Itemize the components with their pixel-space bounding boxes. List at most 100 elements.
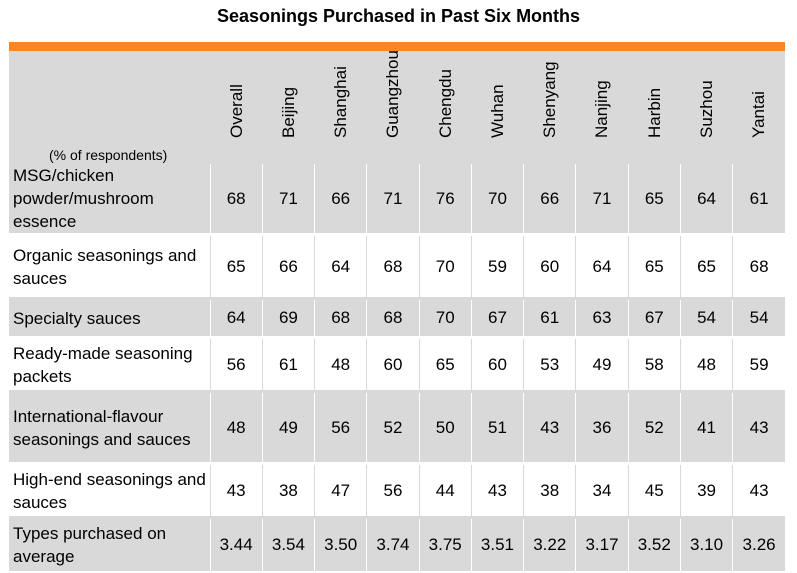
table-cell: 60 (366, 337, 420, 393)
column-header: Suzhou (680, 51, 733, 164)
table-cell: 71 (575, 164, 629, 236)
table-cell: 3.51 (470, 517, 524, 571)
table-cell: 36 (575, 391, 629, 465)
table-cell: 59 (732, 337, 785, 393)
column-header: Wuhan (471, 51, 524, 164)
table-cell: 41 (679, 391, 733, 465)
table-cell: 38 (523, 463, 576, 519)
table-cell: 65 (418, 337, 472, 393)
table-row: Specialty sauces 64 69 68 68 70 67 61 63 67 54 54 (9, 298, 785, 339)
table-cell: 39 (679, 463, 733, 519)
table-cell: 68 (209, 164, 263, 236)
table-cell: 43 (209, 463, 263, 519)
table-cell: 34 (575, 463, 629, 519)
table-cell: 60 (523, 234, 576, 300)
table-cell: 56 (209, 337, 263, 393)
table-cell: 49 (261, 391, 315, 465)
column-header-label: Nanjing (592, 80, 612, 138)
table-cell: 54 (732, 298, 785, 339)
table-cell: 68 (314, 298, 367, 339)
table-row: Organic seasonings and sauces 65 66 64 68 70 5… (9, 234, 785, 300)
row-label: Organic seasonings and sauces (9, 234, 211, 300)
table-cell: 66 (261, 234, 315, 300)
column-header-label: Shenyang (540, 61, 560, 138)
table-cell: 47 (314, 463, 367, 519)
table-row: Ready-made seasoning packets 56 61 48 60 65 60… (9, 337, 785, 393)
table-cell: 66 (314, 164, 367, 236)
column-header-label: Wuhan (487, 84, 507, 138)
row-label: International-flavour seasonings and sau… (9, 391, 211, 465)
table-cell: 69 (261, 298, 315, 339)
table-cell: 43 (732, 391, 785, 465)
table-cell: 3.10 (679, 517, 733, 571)
table-cell: 59 (470, 234, 524, 300)
column-header-label: Harbin (644, 87, 664, 138)
row-label: Types purchased on average (9, 517, 211, 571)
table-cell: 56 (366, 463, 420, 519)
table-cell: 64 (679, 164, 733, 236)
table-cell: 76 (418, 164, 472, 236)
table-cell: 64 (575, 234, 629, 300)
table-cell: 60 (470, 337, 524, 393)
table-cell: 44 (418, 463, 472, 519)
table-cell: 61 (261, 337, 315, 393)
table-cell: 3.22 (523, 517, 576, 571)
table-cell: 48 (209, 391, 263, 465)
table-cell: 65 (627, 164, 681, 236)
table-cell: 70 (418, 298, 472, 339)
table-cell: 43 (470, 463, 524, 519)
table-cell: 56 (314, 391, 367, 465)
table-cell: 3.44 (209, 517, 263, 571)
table-cell: 52 (366, 391, 420, 465)
table-row: Types purchased on average 3.44 3.54 3.50 3.… (9, 517, 785, 571)
table-cell: 71 (261, 164, 315, 236)
table-cell: 71 (366, 164, 420, 236)
table-cell: 67 (627, 298, 681, 339)
row-label: MSG/chicken powder/mushroom essence (9, 164, 211, 236)
chart-title: Seasonings Purchased in Past Six Months (216, 6, 581, 26)
table-cell: 43 (523, 391, 576, 465)
column-header-label: Overall (226, 84, 246, 138)
table-cell: 68 (366, 298, 420, 339)
table-cell: 50 (418, 391, 472, 465)
table-row: MSG/chicken powder/mushroom essence 68 71 6… (9, 164, 785, 236)
table-cell: 48 (679, 337, 733, 393)
table-cell: 3.54 (261, 517, 315, 571)
column-header: Nanjing (576, 51, 629, 164)
table-cell: 3.74 (366, 517, 420, 571)
row-label: Ready-made seasoning packets (9, 337, 211, 393)
table-cell: 65 (627, 234, 681, 300)
table-cell: 53 (523, 337, 576, 393)
row-label: High-end seasonings and sauces (9, 463, 211, 519)
table-cell: 64 (314, 234, 367, 300)
table-cell: 45 (627, 463, 681, 519)
table-cell: 49 (575, 337, 629, 393)
table-cell: 63 (575, 298, 629, 339)
table-row: International-flavour seasonings and sau… (9, 391, 785, 465)
table-cell: 51 (470, 391, 524, 465)
column-header: Shenyang (524, 51, 577, 164)
row-label: Specialty sauces (9, 298, 211, 339)
column-header-label: Beijing (278, 86, 298, 138)
table-cell: 70 (418, 234, 472, 300)
table-cell: 68 (366, 234, 420, 300)
column-header: Harbin (628, 51, 681, 164)
column-header-label: Chengdu (435, 68, 455, 138)
column-header-label: Yantai (749, 91, 769, 138)
column-header-label: Suzhou (696, 80, 716, 138)
table-row: High-end seasonings and sauces 43 38 47 56 44… (9, 463, 785, 519)
table-cell: 3.52 (627, 517, 681, 571)
table-cell: 48 (314, 337, 367, 393)
column-header: Yantai (733, 51, 786, 164)
table-cell: 3.50 (314, 517, 367, 571)
table-cell: 61 (732, 164, 785, 236)
table-cell: 38 (261, 463, 315, 519)
column-header: Guangzhou (367, 50, 420, 164)
column-header-label: Guangzhou (383, 50, 403, 138)
table-cell: 65 (679, 234, 733, 300)
table-cell: 66 (523, 164, 576, 236)
table-cell: 65 (209, 234, 263, 300)
table-cell: 68 (732, 234, 785, 300)
table-cell: 52 (627, 391, 681, 465)
table-cell: 61 (523, 298, 576, 339)
